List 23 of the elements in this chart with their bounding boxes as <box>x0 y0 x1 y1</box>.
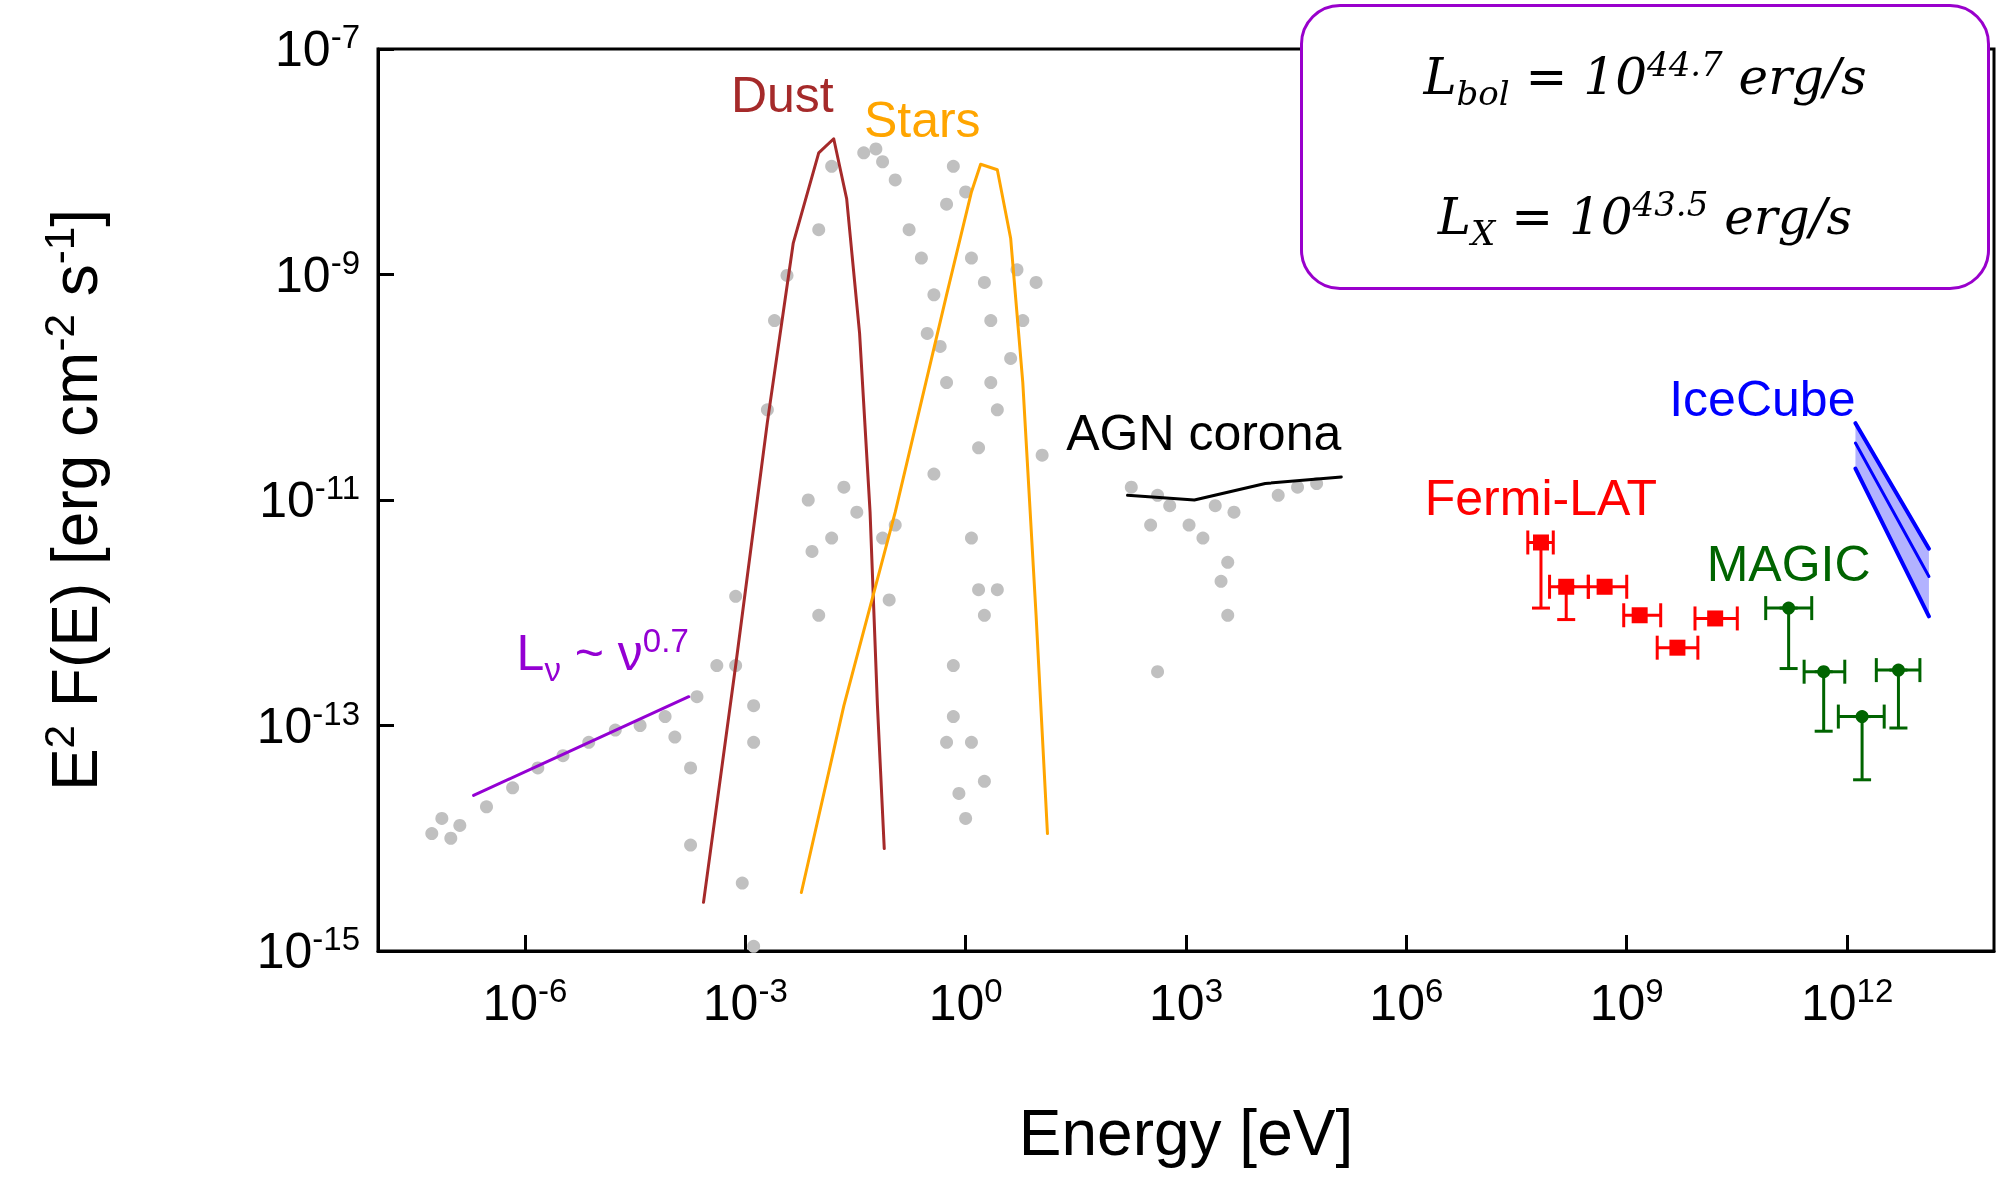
text-box: L$_{bol}$ = 10$^{44.7}$ erg/s L$_{X}$ = 10$^{43.5}$ erg/s <box>1300 4 1990 290</box>
x-tick-label: 10$^{0}$ <box>928 972 1003 1033</box>
series-label: AGN corona <box>1066 404 1342 463</box>
x-tick-label: 10$^{9}$ <box>1589 972 1664 1033</box>
x-tick-label: 10$^{-3}$ <box>702 972 788 1033</box>
y-tick-label: 10$^{-15}$ <box>256 920 360 981</box>
series-label: Fermi-LAT <box>1424 469 1658 529</box>
series-label: L$_{ν}$ ~ ν$^{0.7}$ <box>516 622 689 688</box>
y-tick-label: 10$^{-7}$ <box>275 18 360 79</box>
annotation: L$_{X}$ = 10$^{43.5}$ erg/s <box>1437 184 1853 253</box>
series-label: Dust <box>730 65 834 125</box>
x-axis-title: Energy [eV] <box>1018 1096 1354 1172</box>
x-tick-label: 10$^{-6}$ <box>482 972 568 1033</box>
x-tick-label: 10$^{6}$ <box>1369 972 1444 1033</box>
y-tick-label: 10$^{-11}$ <box>259 469 360 530</box>
y-tick-label: 10$^{-13}$ <box>256 694 360 756</box>
x-tick-label: 10$^{3}$ <box>1149 972 1223 1033</box>
annotation: L$_{bol}$ = 10$^{44.7}$ erg/s <box>1423 44 1867 113</box>
series-label: MAGIC <box>1706 535 1871 595</box>
y-tick-label: 10$^{-9}$ <box>275 243 360 305</box>
x-tick-label: 10$^{12}$ <box>1800 972 1894 1033</box>
series-label: IceCube <box>1669 370 1856 430</box>
series-label: Stars <box>863 91 981 151</box>
